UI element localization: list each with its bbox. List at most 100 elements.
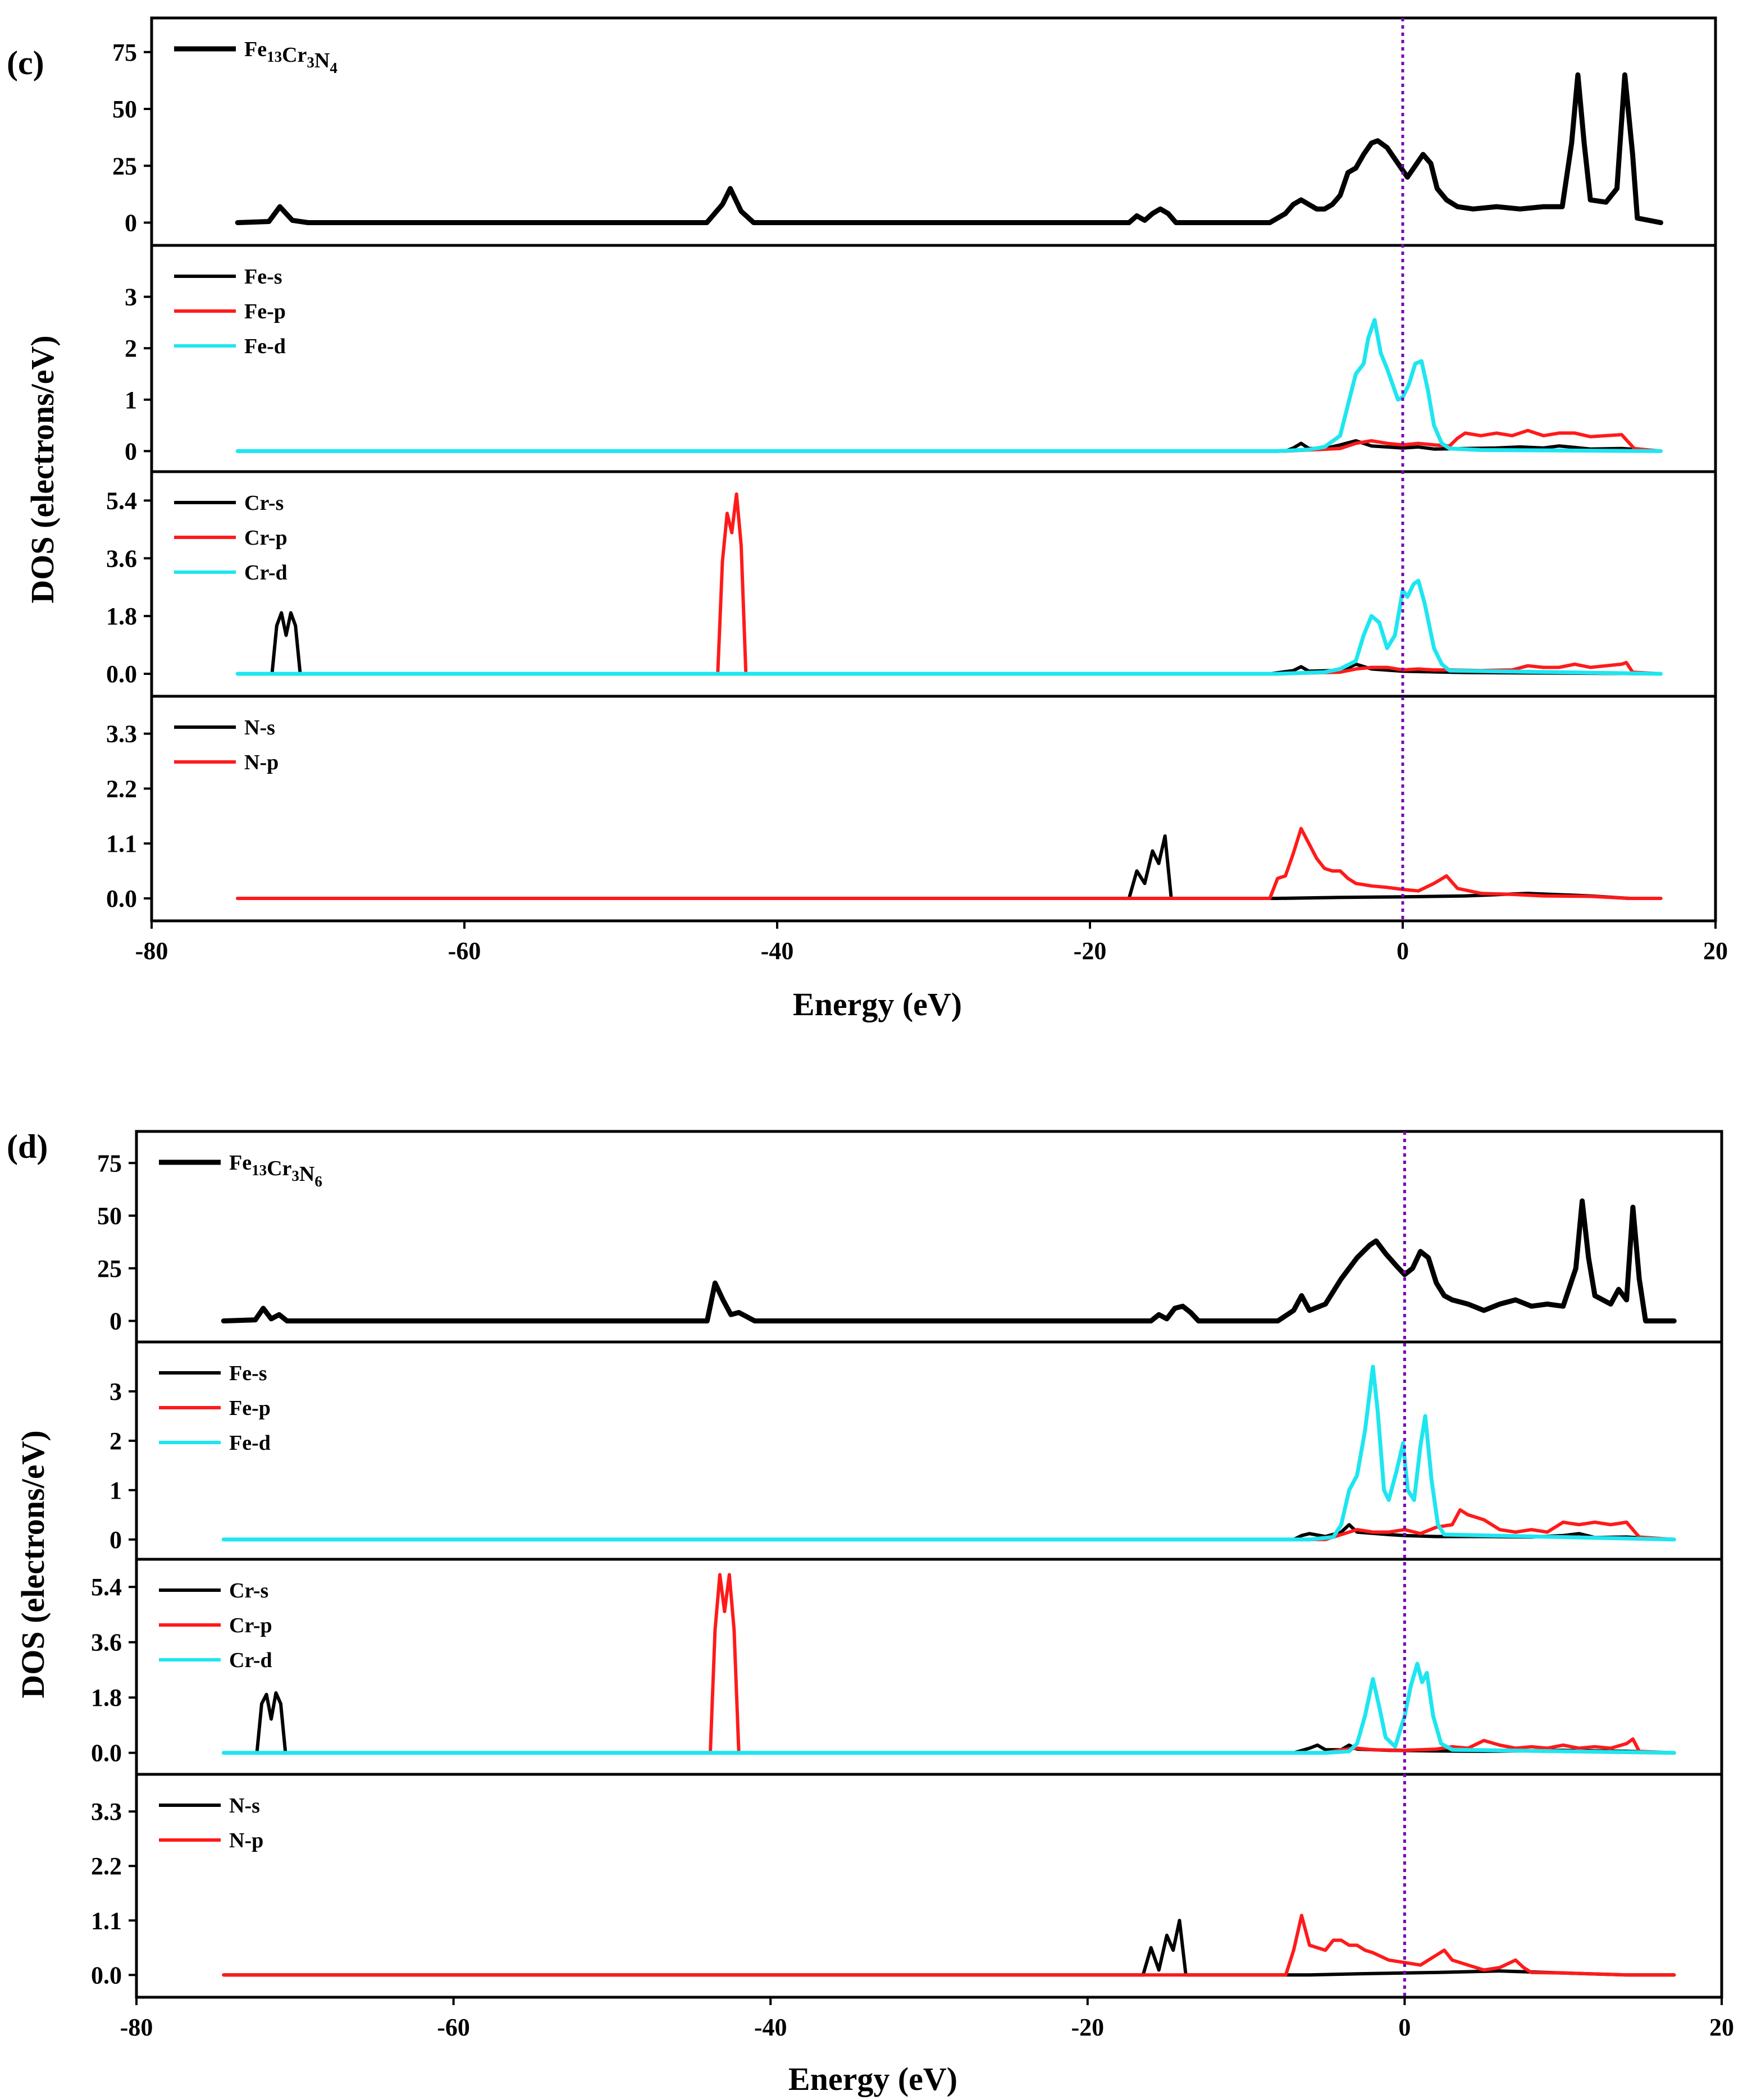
y-tick-label: 3.3 [91, 1798, 122, 1825]
legend-entry-cr-s: Cr-s [174, 491, 284, 515]
x-tick-label: -40 [761, 937, 794, 965]
series-n-s [222, 1919, 1676, 1977]
legend-label: N-p [244, 751, 279, 774]
y-tick-label: 50 [112, 95, 137, 123]
y-tick-label: 3 [110, 1378, 122, 1405]
subplot-Cr: 0.0 1.8 3.6 5.4 Cr-s Cr-p Cr-d [106, 487, 1663, 688]
legend-label: Cr-d [244, 561, 288, 585]
y-tick-label: 1 [125, 386, 137, 414]
x-tick-label: 0 [1397, 937, 1409, 965]
plot-frame [150, 16, 1717, 923]
series-fe-s [236, 439, 1663, 453]
legend-label: Fe-d [244, 335, 286, 358]
legend-entry-cr-d: Cr-d [159, 1649, 272, 1672]
y-axis-title: DOS (electrons/eV) [15, 1430, 51, 1698]
y-tick-label: 0.0 [106, 660, 137, 688]
legend-entry-fe: Fe13Cr3N6 [159, 1151, 322, 1190]
series-fe [221, 1198, 1677, 1323]
curves [222, 1914, 1676, 1977]
legend-label: Cr-p [244, 526, 288, 550]
y-axis-title: DOS (electrons/eV) [24, 335, 61, 603]
legend-label: Cr-p [229, 1614, 272, 1637]
formula-element: Fe [244, 38, 267, 61]
series-cr-s [236, 611, 1663, 675]
subplot-total: 0 25 50 75 Fe13Cr3N6 [97, 1149, 1677, 1335]
y-tick-label: 0 [125, 209, 137, 237]
y-tick-label: 1.1 [106, 830, 137, 857]
series-cr-s [222, 1691, 1676, 1755]
x-axis-title: Energy (eV) [793, 986, 962, 1022]
legend-label: Cr-s [244, 491, 284, 515]
y-tick-label: 5.4 [106, 487, 137, 514]
legend-label: Fe13Cr3N4 [244, 38, 337, 76]
y-tick-label: 75 [97, 1149, 122, 1177]
x-tick-label: 20 [1703, 937, 1728, 965]
y-tick-label: 75 [112, 39, 137, 66]
series-fe-p [222, 1508, 1676, 1541]
x-tick-label: 20 [1709, 2014, 1734, 2041]
y-tick-label: 0.0 [106, 885, 137, 912]
series-n-p [236, 827, 1663, 900]
x-tick-label: -60 [437, 2014, 470, 2041]
y-tick-label: 0.0 [91, 1740, 122, 1767]
subplot-Fe: 0 1 2 3 Fe-s Fe-p Fe-d [110, 1362, 1676, 1554]
plot-frame [135, 1130, 1723, 1999]
curves [221, 1364, 1676, 1542]
y-tick-label: 3 [125, 284, 137, 311]
series-cr-p [236, 492, 1663, 675]
y-tick-label: 2.2 [91, 1852, 122, 1880]
legend-label: N-p [229, 1829, 263, 1852]
series-cr-d [221, 1661, 1676, 1755]
y-tick-label: 2.2 [106, 775, 137, 802]
panel-label: (c) [7, 44, 44, 81]
y-tick-label: 25 [112, 152, 137, 180]
subplot-Fe: 0 1 2 3 Fe-s Fe-p Fe-d [125, 265, 1663, 465]
curves [221, 1573, 1676, 1755]
y-tick-label: 1.8 [106, 602, 137, 630]
formula-subscript: 3 [291, 1167, 299, 1184]
series-cr-d [235, 578, 1663, 676]
legend-entry-n-s: N-s [174, 716, 275, 739]
legend-label: Cr-d [229, 1649, 272, 1672]
legend-entry-fe-s: Fe-s [159, 1362, 267, 1385]
legend-entry-cr-s: Cr-s [159, 1579, 268, 1603]
formula-subscript: 3 [307, 54, 314, 71]
formula-subscript: 4 [330, 60, 337, 76]
legend-entry-fe-s: Fe-s [174, 265, 282, 289]
legend-label: Fe-s [244, 265, 282, 289]
formula-subscript: 6 [314, 1173, 322, 1190]
legend-entry-n-p: N-p [174, 751, 279, 774]
formula-element: N [299, 1162, 314, 1186]
series-cr-p [222, 1573, 1676, 1755]
subplot-Cr: 0.0 1.8 3.6 5.4 Cr-s Cr-p Cr-d [91, 1573, 1676, 1767]
y-tick-label: 0.0 [91, 1961, 122, 1989]
legend-label: N-s [229, 1794, 260, 1818]
x-tick-label: -20 [1071, 2014, 1104, 2041]
curves [221, 1198, 1677, 1323]
legend-label: N-s [244, 716, 275, 739]
y-tick-label: 0 [110, 1308, 122, 1335]
legend-entry-n-s: N-s [159, 1794, 260, 1818]
formula-element: Cr [267, 1157, 291, 1180]
legend-entry-fe-d: Fe-d [174, 335, 286, 358]
y-tick-label: 0 [110, 1526, 122, 1554]
formula-element: N [314, 49, 330, 72]
legend-label: Fe-d [229, 1431, 271, 1455]
y-tick-label: 2 [125, 335, 137, 362]
x-tick-label: -20 [1074, 937, 1107, 965]
y-tick-label: 50 [97, 1202, 122, 1230]
figure-panel-c: (c) 0 25 50 75 Fe13Cr3N4 0 1 2 3 Fe-s Fe-p Fe-d 0.0 1.… [7, 16, 1728, 1022]
y-tick-label: 1.1 [91, 1907, 122, 1934]
x-tick-label: -80 [135, 937, 168, 965]
subplot-total: 0 25 50 75 Fe13Cr3N4 [112, 38, 1663, 237]
x-tick-label: -40 [754, 2014, 787, 2041]
x-tick-label: -60 [448, 937, 481, 965]
legend-label: Cr-s [229, 1579, 268, 1603]
y-tick-label: 2 [110, 1427, 122, 1455]
x-axis-title: Energy (eV) [788, 2061, 957, 2097]
legend-entry-fe-p: Fe-p [174, 300, 286, 323]
legend-label: Fe-s [229, 1362, 267, 1385]
formula-subscript: 13 [252, 1162, 267, 1179]
